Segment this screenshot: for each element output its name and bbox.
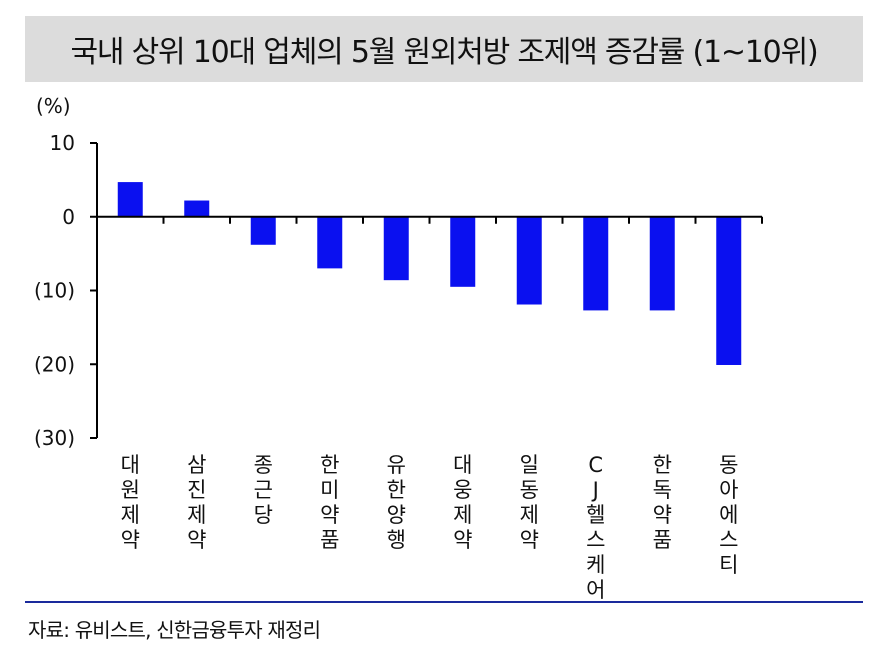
category-labels: 대 원 제 약 삼 진 제 약 종 근 당 한 미 약 품 유 한 양 행 대 웅 제 약 일 동 제 약 C J 헬 스 케 어 한 독 약 품 동 아 에… [121,453,739,600]
x-axis-ticks [162,216,763,224]
bar [184,200,210,217]
chart-title: 국내 상위 10대 업체의 5월 원외처방 조제액 증감률 (1~10위) [70,35,819,70]
bar [383,216,409,281]
source-note: 자료: 유비스트, 신한금융투자 재정리 [28,618,321,642]
y-axis-ticks: 10 0 (10) (20) (30) [34,131,97,450]
bar [649,216,675,311]
bar [716,216,742,365]
bar [250,216,276,245]
y-tick-label: (30) [34,426,75,450]
y-tick-label: (10) [34,279,75,303]
chart-title-bar: 국내 상위 10대 업체의 5월 원외처방 조제액 증감률 (1~10위) [25,16,863,82]
y-tick-label: 0 [62,205,75,229]
bar [117,182,143,217]
bar [317,216,343,269]
bar [516,216,542,305]
y-tick-label: 10 [50,131,75,155]
y-tick-label: (20) [34,352,75,376]
bar [450,216,476,287]
footer-divider [25,601,863,603]
bars [117,182,742,365]
y-axis-unit-label: (%) [36,94,71,118]
bar [583,216,609,311]
bar-chart: 10 0 (10) (20) (30) 대 원 제 약 삼 진 제 약 종 근 당 한 미 약 품 유 한 양 행 대 웅 제 약 일… [34,131,763,600]
